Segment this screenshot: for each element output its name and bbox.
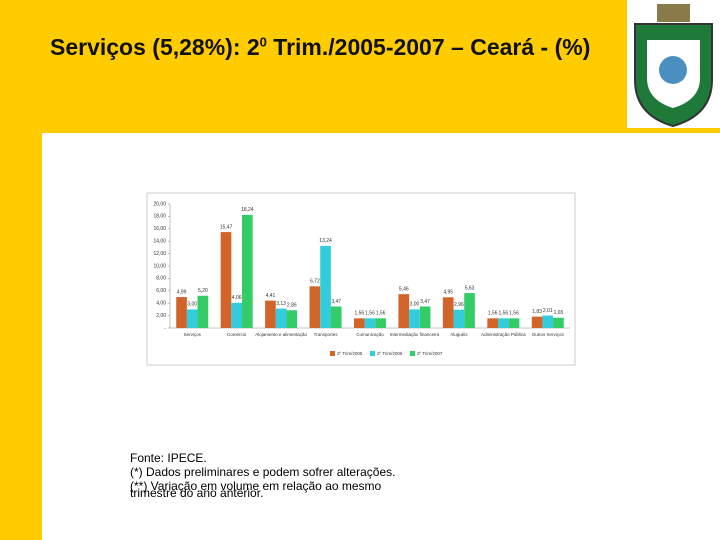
bar	[220, 232, 232, 328]
y-tick-label: 20,00	[153, 201, 166, 207]
bar	[354, 318, 365, 328]
x-tick-label: Transportes	[314, 332, 339, 337]
bar	[176, 297, 187, 328]
y-tick-label: 12,00	[153, 251, 166, 257]
bar	[265, 300, 276, 328]
value-label: 5,63	[465, 285, 475, 291]
note: (**) Variação em volume em relação ao me…	[130, 479, 382, 493]
value-label: 6,72	[310, 279, 320, 285]
bar	[498, 318, 509, 328]
bar	[487, 318, 498, 328]
legend-label: 2º Trim/2007	[417, 351, 443, 356]
legend-label: 2º Trim/2006	[377, 351, 403, 356]
bar	[231, 302, 242, 328]
chart-frame	[146, 192, 576, 366]
value-label: 1,56	[488, 311, 498, 317]
value-label: 5,46	[399, 286, 409, 292]
value-label: 1,65	[554, 310, 564, 316]
value-label: 4,95	[443, 290, 453, 296]
title-rest: Trim./2005-2007 – Ceará - (%)	[266, 34, 591, 60]
bar	[330, 306, 342, 328]
bar	[275, 308, 287, 328]
value-label: 1,56	[509, 311, 519, 317]
bar	[508, 318, 520, 328]
x-tick-label: Aluguéis	[450, 332, 468, 337]
bar	[242, 214, 253, 328]
bar	[464, 293, 475, 328]
value-label: 4,99	[177, 289, 187, 295]
x-tick-label: Comércio	[227, 332, 247, 337]
title-sup: 0	[259, 34, 267, 50]
bar	[286, 310, 298, 328]
y-tick-label: 10,00	[153, 263, 166, 269]
logo-box	[627, 0, 720, 128]
bar	[409, 309, 420, 328]
legend-swatch	[410, 351, 415, 356]
value-label: 1,56	[376, 311, 386, 317]
side-band	[0, 0, 42, 540]
x-tick-label: Comunicação	[356, 332, 384, 337]
value-label: 15,47	[220, 224, 233, 230]
value-label: 4,06	[232, 295, 242, 301]
logo-crown	[657, 4, 690, 22]
bar	[197, 295, 209, 328]
value-label: 5,20	[198, 288, 208, 294]
bar	[364, 318, 376, 328]
bar	[398, 294, 410, 328]
x-tick-label: Intermediação financeira	[390, 332, 440, 337]
y-tick-label: 18,00	[153, 214, 166, 220]
value-label: 1,56	[365, 311, 375, 317]
value-label: 1,56	[354, 311, 364, 317]
bar	[531, 316, 543, 328]
bar	[309, 286, 321, 328]
y-tick-label: 8,00	[156, 276, 166, 282]
header-band	[0, 0, 720, 133]
value-label: 18,24	[241, 207, 254, 213]
value-label: 2,01	[543, 308, 553, 314]
bar	[442, 297, 454, 328]
bar	[419, 306, 431, 328]
value-label: 3,00	[410, 302, 420, 308]
value-label: 1,83	[532, 309, 542, 315]
value-label: 3,47	[420, 299, 430, 305]
title: Serviços (5,28%): 20 Trim./2005-2007 – C…	[50, 34, 590, 61]
bar	[453, 309, 465, 328]
y-tick-label: 2,00	[156, 313, 166, 319]
value-label: 13,24	[319, 238, 332, 244]
value-label: 3,47	[331, 299, 341, 305]
value-label: 4,41	[266, 293, 276, 299]
x-tick-label: Alojamento e alimentação	[255, 332, 307, 337]
bar	[553, 317, 564, 328]
bar	[542, 315, 554, 328]
legend-swatch	[370, 351, 375, 356]
value-label: 3,13	[276, 301, 286, 307]
logo-emblem	[659, 56, 687, 84]
bar	[375, 318, 386, 328]
y-tick-label: 4,00	[156, 301, 166, 307]
y-tick-label: 14,00	[153, 239, 166, 245]
note: trimestre do ano anterior.	[130, 486, 264, 500]
bar	[186, 309, 198, 328]
title-main: Serviços (5,28%): 2	[50, 34, 260, 60]
value-label: 2,96	[454, 302, 464, 308]
y-tick-label: 16,00	[153, 226, 166, 232]
y-tick-label: -	[164, 325, 166, 331]
x-tick-label: Serviços	[184, 332, 202, 337]
value-label: 1,56	[498, 311, 508, 317]
x-tick-label: Outros Serviços	[532, 332, 565, 337]
legend-swatch	[330, 351, 335, 356]
bar	[320, 245, 331, 328]
logo	[634, 4, 713, 128]
legend-label: 2º Trim/2005	[337, 351, 363, 356]
note: (*) Dados preliminares e podem sofrer al…	[130, 465, 396, 479]
value-label: 2,86	[287, 303, 297, 309]
value-label: 3,00	[187, 302, 197, 308]
x-tick-label: Administração Pública	[481, 332, 526, 337]
note: Fonte: IPECE.	[130, 451, 207, 465]
y-tick-label: 6,00	[156, 288, 166, 294]
